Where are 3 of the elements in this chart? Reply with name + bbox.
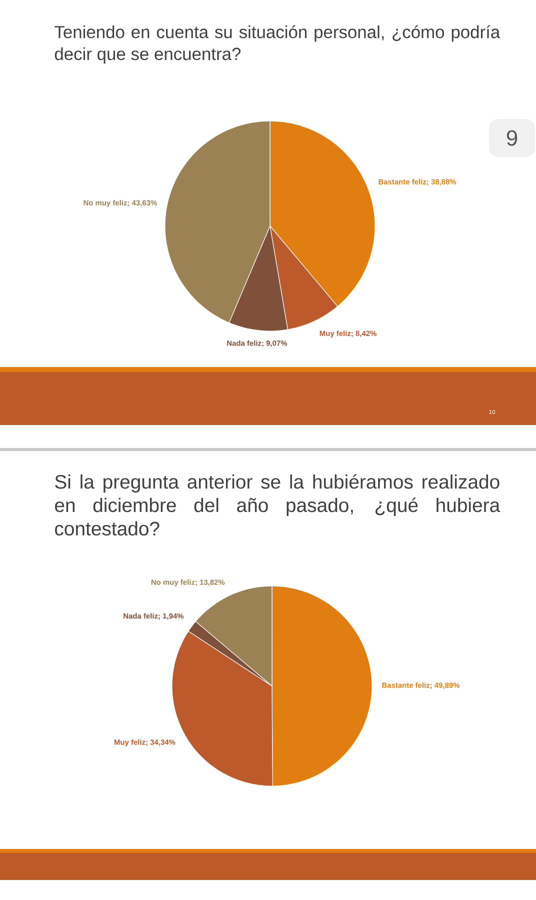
text: 9 [506,130,518,146]
chart-title: Si la pregunta anterior se la hubiéramos realizado en diciembre del año pasado, ¿qué hubiera contestado? [55,474,500,536]
chart-title: Teniendo en cuenta su situación personal, ¿cómo podría decir que se encuentra? [54,25,500,64]
